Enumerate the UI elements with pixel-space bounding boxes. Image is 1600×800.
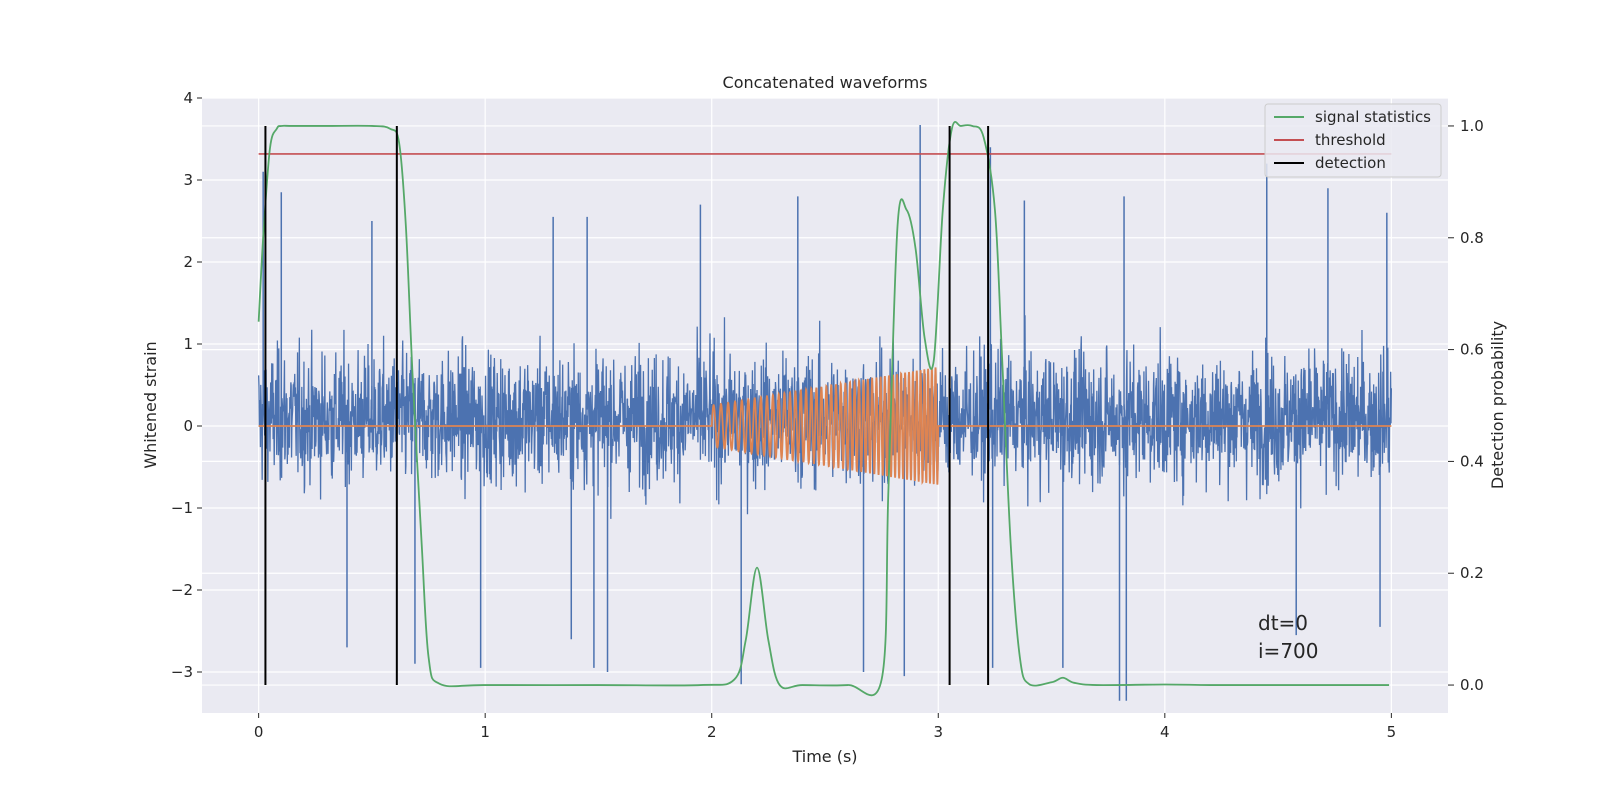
x-tick-label-0: 0 bbox=[254, 723, 264, 741]
y2-tick-label-1: 0.2 bbox=[1460, 564, 1484, 582]
x-axis-title: Time (s) bbox=[791, 747, 857, 766]
y-tick-label-1: −2 bbox=[171, 581, 193, 599]
legend-label-detection: detection bbox=[1315, 154, 1386, 172]
legend-label-signal-statistics: signal statistics bbox=[1315, 108, 1431, 126]
legend-label-threshold: threshold bbox=[1315, 131, 1386, 149]
plot-series bbox=[257, 120, 1393, 701]
x-tick-label-3: 3 bbox=[933, 723, 943, 741]
noise-series-spikes bbox=[262, 125, 1388, 701]
chirp-series-line bbox=[258, 367, 1392, 485]
y2-tick-label-3: 0.6 bbox=[1460, 341, 1484, 359]
y-tick-label-3: 0 bbox=[183, 417, 193, 435]
annotation-i: i=700 bbox=[1258, 639, 1319, 663]
y-tick-label-5: 2 bbox=[183, 253, 193, 271]
y2-tick-label-2: 0.4 bbox=[1460, 452, 1484, 470]
annotation-dt: dt=0 bbox=[1258, 611, 1308, 635]
y-tick-label-4: 1 bbox=[183, 335, 193, 353]
y2-axis-title: Detection probability bbox=[1488, 321, 1507, 489]
x-tick-label-5: 5 bbox=[1387, 723, 1397, 741]
right-axis: 0.0 0.2 0.4 0.6 0.8 1.0 bbox=[1448, 117, 1484, 694]
y-tick-label-7: 4 bbox=[183, 89, 193, 107]
y2-tick-label-5: 1.0 bbox=[1460, 117, 1484, 135]
x-axis: 0 1 2 3 4 5 bbox=[254, 713, 1396, 741]
y-tick-label-2: −1 bbox=[171, 499, 193, 517]
y2-tick-label-0: 0.0 bbox=[1460, 676, 1484, 694]
legend: signal statistics threshold detection bbox=[1264, 103, 1442, 178]
y-tick-label-0: −3 bbox=[171, 663, 193, 681]
x-tick-label-1: 1 bbox=[480, 723, 490, 741]
signal-statistics-line bbox=[257, 120, 1390, 697]
x-tick-label-4: 4 bbox=[1160, 723, 1170, 741]
y-axis-title: Whitened strain bbox=[141, 341, 160, 468]
legend-box bbox=[1264, 103, 1442, 178]
left-axis: −3 −2 −1 0 1 2 3 4 bbox=[171, 89, 202, 681]
x-tick-label-2: 2 bbox=[707, 723, 717, 741]
chart-title: Concatenated waveforms bbox=[723, 73, 928, 92]
y-tick-label-6: 3 bbox=[183, 171, 193, 189]
grid bbox=[202, 97, 1448, 713]
y2-tick-label-4: 0.8 bbox=[1460, 229, 1484, 247]
